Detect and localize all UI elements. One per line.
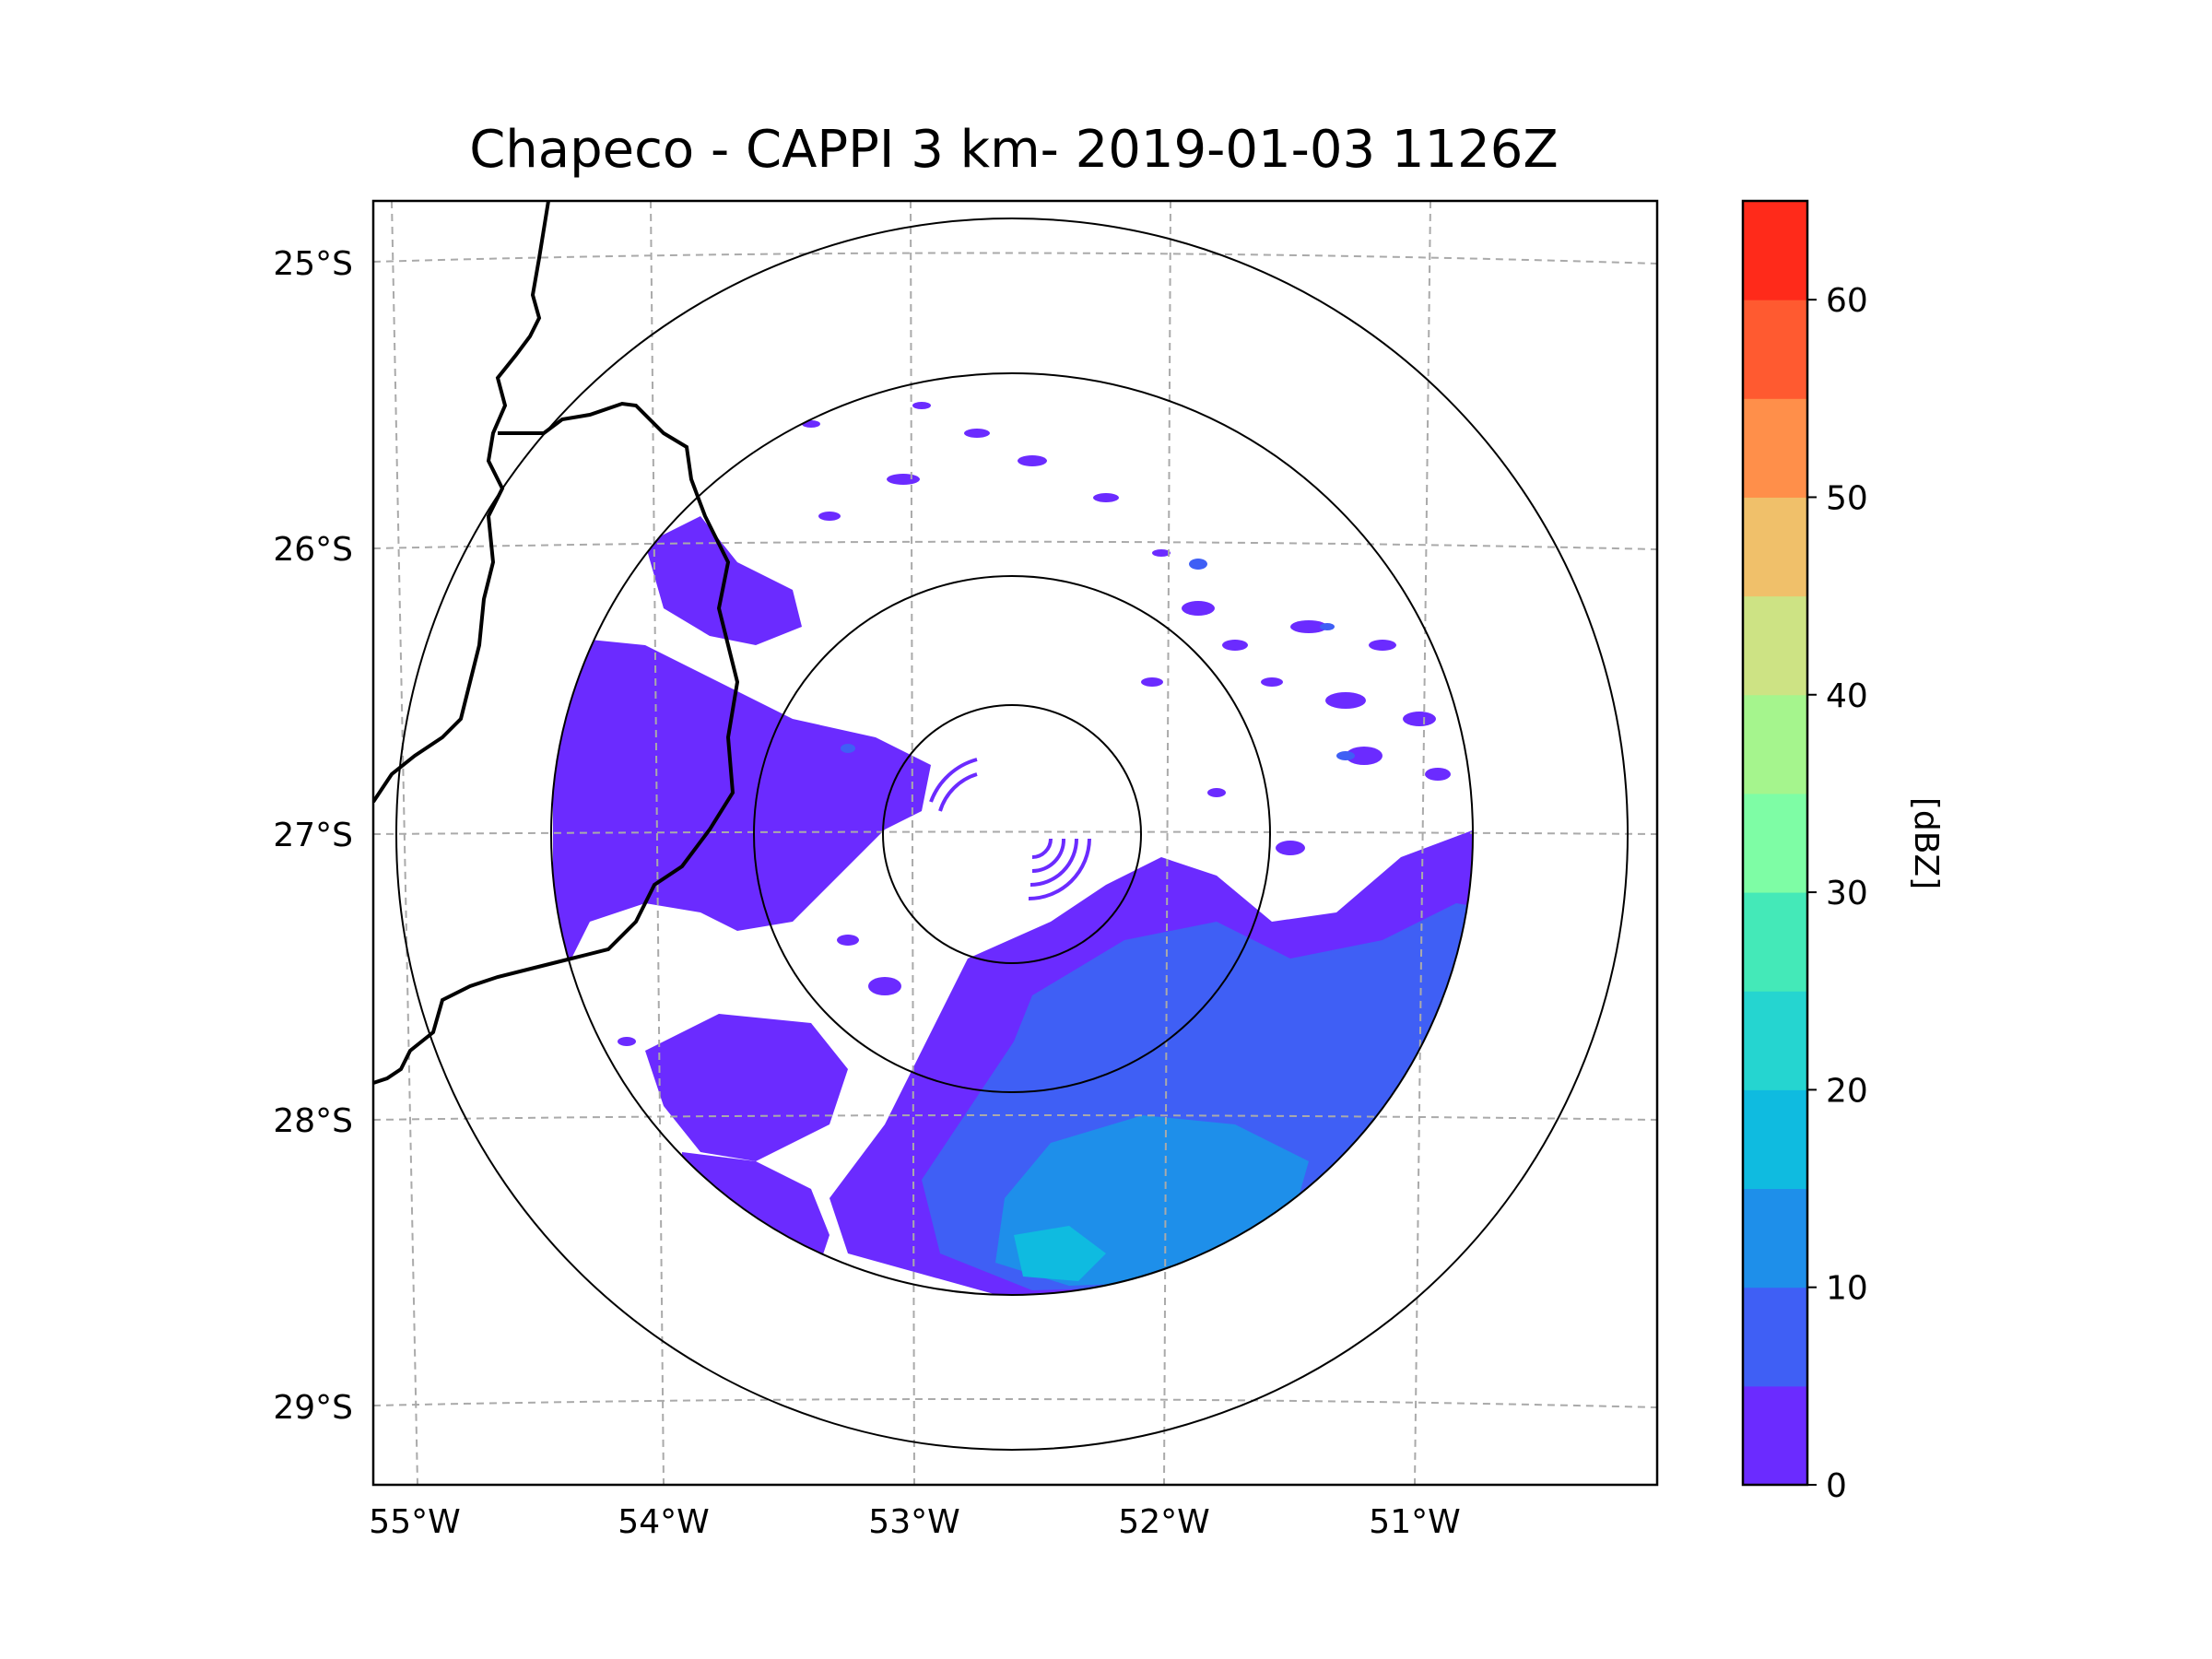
- lat-label: 29°S: [273, 1389, 353, 1427]
- map-frame: [371, 199, 1659, 1487]
- lon-tick-labels: 55°W 54°W 53°W 52°W 51°W: [369, 1503, 1460, 1541]
- colorbar-tick-label: 0: [1826, 1467, 1847, 1505]
- echo-scattered-cells-5-10: [841, 559, 1355, 760]
- colorbar-tick-label: 30: [1826, 875, 1868, 912]
- colorbar-segment: [1743, 991, 1807, 1090]
- colorbar-tick-label: 60: [1826, 282, 1868, 320]
- colorbar-segment: [1743, 1287, 1807, 1387]
- colorbar-tick-label: 20: [1826, 1072, 1868, 1110]
- range-ring-1: [882, 704, 1142, 964]
- echo-ground-clutter-rings: [929, 758, 1091, 900]
- colorbar-segment: [1743, 1089, 1807, 1190]
- lat-label: 28°S: [273, 1102, 353, 1140]
- lat-tick-labels: 25°S 26°S 27°S 28°S 29°S: [273, 245, 353, 1427]
- colorbar-tick-label: 40: [1826, 677, 1868, 715]
- plot-title: Chapeco - CAPPI 3 km- 2019-01-03 1126Z: [469, 120, 1559, 180]
- lat-label: 25°S: [273, 245, 353, 283]
- colorbar-segment: [1743, 694, 1807, 794]
- echo-southwest-cell: [645, 1014, 848, 1161]
- echo-southeast-15-20: [1014, 1226, 1106, 1281]
- lon-label: 53°W: [868, 1503, 959, 1541]
- colorbar-segment: [1743, 793, 1807, 893]
- lon-label: 54°W: [618, 1503, 709, 1541]
- range-rings: [395, 218, 1629, 1451]
- lat-label: 27°S: [273, 817, 353, 854]
- colorbar-ticks: 0 10 20 30 40 50 60: [1807, 282, 1868, 1505]
- colorbar-segment: [1743, 595, 1807, 696]
- colorbar-frame: [1741, 199, 1809, 1487]
- colorbar-tick-label: 50: [1826, 479, 1868, 517]
- lon-label: 51°W: [1369, 1503, 1460, 1541]
- colorbar-segment: [1743, 497, 1807, 597]
- colorbar-tick-label: 10: [1826, 1270, 1868, 1308]
- colorbar-segment: [1743, 398, 1807, 498]
- colorbar-segment: [1743, 892, 1807, 992]
- colorbar-segment: [1743, 1385, 1807, 1486]
- lon-label: 52°W: [1118, 1503, 1209, 1541]
- range-ring-3: [550, 372, 1474, 1296]
- range-ring-2: [753, 575, 1271, 1093]
- lat-label: 26°S: [273, 531, 353, 569]
- range-ring-4: [395, 218, 1629, 1451]
- lon-label: 55°W: [369, 1503, 460, 1541]
- state-border-line: [373, 401, 740, 1085]
- colorbar-label: [dBZ]: [1907, 797, 1945, 889]
- colorbar-segment: [1743, 201, 1807, 300]
- colorbar-segment: [1743, 300, 1807, 399]
- colorbar-segment: [1743, 1188, 1807, 1288]
- colorbar: [1743, 201, 1807, 1486]
- echo-west-band: [553, 636, 931, 959]
